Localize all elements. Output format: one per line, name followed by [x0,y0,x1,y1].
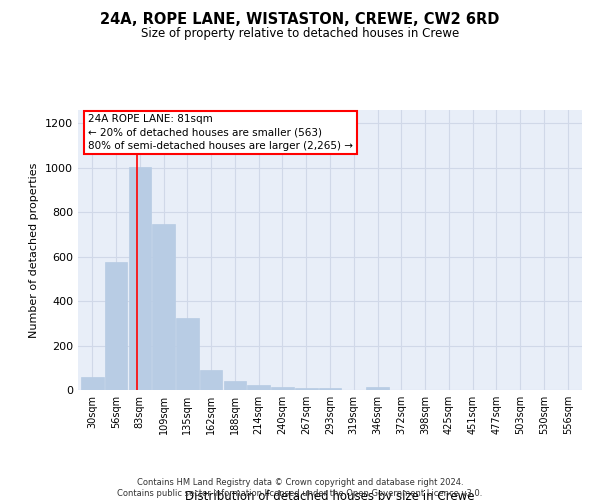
Bar [295,388,317,390]
Bar [271,388,294,390]
Bar [128,166,151,390]
Bar [247,385,270,390]
X-axis label: Distribution of detached houses by size in Crewe: Distribution of detached houses by size … [185,490,475,500]
Bar [224,381,246,390]
Bar [81,376,104,390]
Text: Contains HM Land Registry data © Crown copyright and database right 2024.
Contai: Contains HM Land Registry data © Crown c… [118,478,482,498]
Text: 24A, ROPE LANE, WISTASTON, CREWE, CW2 6RD: 24A, ROPE LANE, WISTASTON, CREWE, CW2 6R… [100,12,500,28]
Bar [105,262,127,390]
Bar [152,224,175,390]
Y-axis label: Number of detached properties: Number of detached properties [29,162,40,338]
Bar [366,388,389,390]
Text: 24A ROPE LANE: 81sqm
← 20% of detached houses are smaller (563)
80% of semi-deta: 24A ROPE LANE: 81sqm ← 20% of detached h… [88,114,353,150]
Bar [176,318,199,390]
Bar [200,370,223,390]
Bar [319,388,341,390]
Text: Size of property relative to detached houses in Crewe: Size of property relative to detached ho… [141,28,459,40]
